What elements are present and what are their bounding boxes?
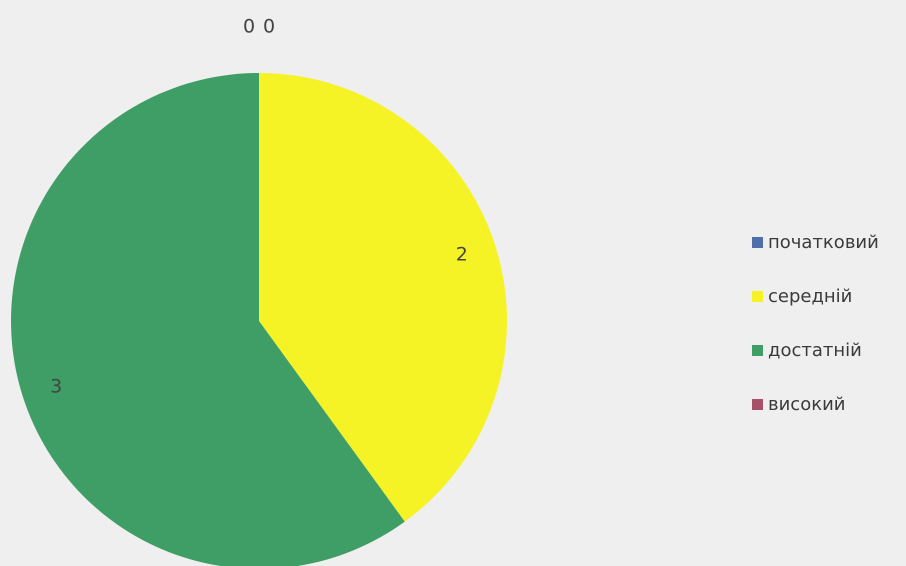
legend-swatch-3 (752, 398, 763, 410)
legend-item-1: середній (752, 284, 879, 308)
pie-slice-2 (11, 73, 405, 566)
legend-label-2: достатній (768, 339, 862, 361)
data-label-1: 2 (456, 244, 468, 266)
legend-item-0: початковий (752, 230, 879, 254)
data-label-0: 0 (243, 16, 255, 38)
legend: початковий середній достатній високий (752, 230, 879, 446)
legend-item-3: високий (752, 392, 879, 416)
legend-label-0: початковий (768, 231, 879, 253)
legend-label-3: високий (768, 393, 846, 415)
pie-slice-1 (259, 73, 508, 522)
legend-swatch-0 (752, 236, 763, 248)
data-label-2: 3 (50, 375, 62, 397)
legend-item-2: достатній (752, 338, 879, 362)
legend-swatch-2 (752, 344, 763, 356)
legend-label-1: середній (768, 285, 853, 307)
legend-swatch-1 (752, 290, 763, 302)
data-label-3: 0 (263, 16, 275, 38)
